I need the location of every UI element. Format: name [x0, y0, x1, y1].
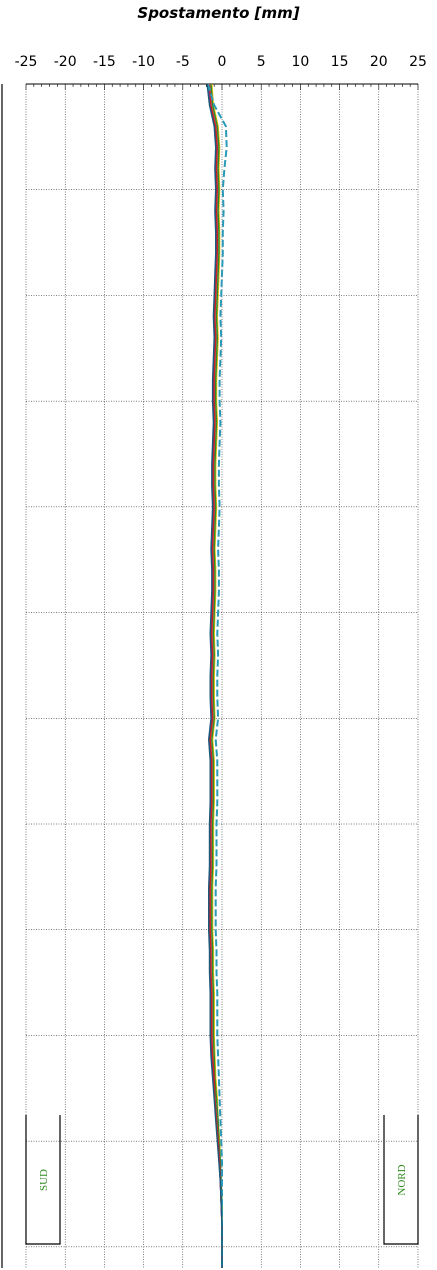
sud-label: SUD [38, 1169, 50, 1191]
nord-label: NORD [396, 1164, 408, 1195]
x-tick-label: -10 [132, 54, 155, 70]
x-tick-label: 15 [331, 54, 349, 70]
series-line-6 [208, 83, 223, 1268]
series-line-2 [211, 83, 223, 1268]
chart-title: Spostamento [mm] [137, 4, 300, 22]
x-tick-label: 25 [409, 54, 427, 70]
series-line-4 [210, 83, 223, 1268]
x-tick-label: 20 [370, 54, 388, 70]
series-line-8 [206, 83, 223, 1268]
x-tick-label: 0 [218, 54, 227, 70]
x-tick-label: 10 [291, 54, 309, 70]
x-tick-label: -25 [15, 54, 38, 70]
x-tick-label: -5 [176, 54, 190, 70]
sud-bracket [25, 1115, 61, 1245]
series-line-7 [206, 83, 228, 1268]
series-line-5 [208, 83, 223, 1268]
x-tick-label: 5 [257, 54, 266, 70]
x-tick-label: -15 [93, 54, 116, 70]
nord-bracket [383, 1115, 419, 1245]
x-tick-label: -20 [54, 54, 77, 70]
